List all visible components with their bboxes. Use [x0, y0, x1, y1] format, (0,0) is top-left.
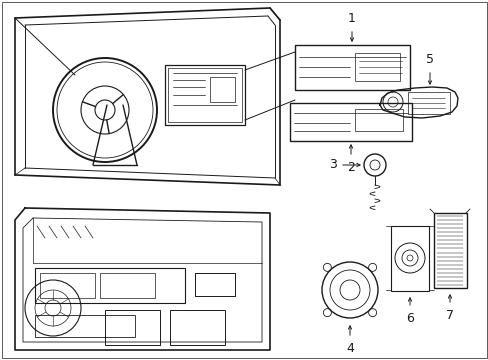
Bar	[164, 65, 244, 125]
Bar	[354, 53, 399, 81]
Bar	[168, 68, 242, 122]
Text: 1: 1	[347, 12, 355, 25]
Bar	[354, 109, 402, 131]
Bar	[433, 213, 466, 288]
Bar	[40, 273, 95, 298]
Bar	[35, 315, 135, 337]
Text: 3: 3	[328, 158, 336, 171]
Bar	[390, 226, 428, 291]
Bar	[407, 92, 449, 114]
Bar	[294, 45, 409, 90]
Bar	[105, 310, 160, 345]
Text: 2: 2	[346, 161, 354, 174]
Bar	[170, 310, 224, 345]
Text: 5: 5	[425, 53, 433, 66]
Text: 6: 6	[405, 312, 413, 325]
Bar	[209, 77, 235, 102]
Bar	[289, 103, 411, 141]
Text: 7: 7	[445, 309, 453, 322]
Bar	[35, 268, 184, 303]
Bar	[100, 273, 155, 298]
Text: 4: 4	[346, 342, 353, 355]
